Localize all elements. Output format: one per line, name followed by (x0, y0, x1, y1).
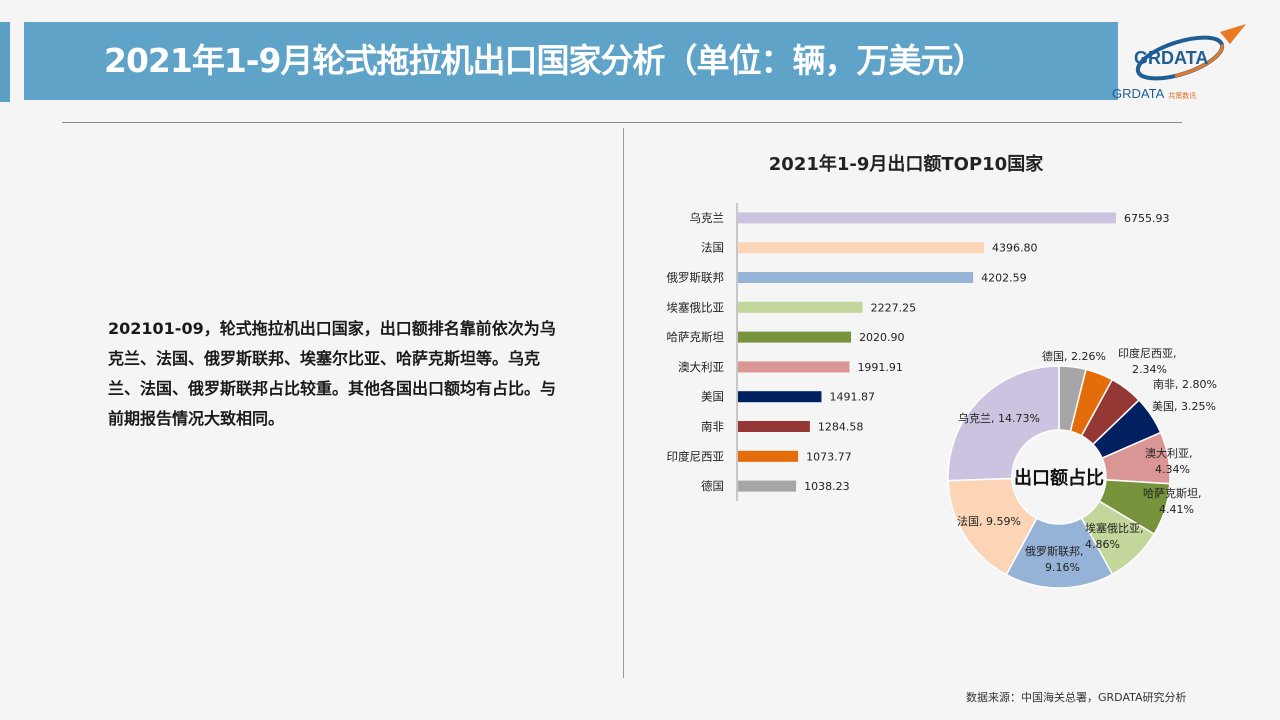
donut-data-label: 2.34% (1132, 363, 1167, 376)
bar-category-label: 哈萨克斯坦 (667, 330, 725, 344)
bar (738, 361, 850, 373)
bar (738, 301, 863, 313)
donut-slice (947, 477, 1038, 576)
donut-data-label: 法国, 9.59% (957, 514, 1021, 528)
bar-value-label: 2227.25 (871, 301, 917, 314)
bar (738, 421, 810, 432)
bar-category-label: 美国 (701, 390, 724, 404)
bar-category-label: 德国 (701, 479, 724, 493)
bar-category-label: 南非 (701, 420, 724, 434)
donut-data-label: 4.41% (1159, 503, 1194, 516)
logo-subtitle: 共策数讯 (1168, 93, 1197, 100)
left-accent-bar (0, 22, 10, 102)
summary-text: 202101-09，轮式拖拉机出口国家，出口额排名靠前依次为乌克兰、法国、俄罗斯… (108, 319, 557, 428)
bar-category-label: 法国 (701, 241, 724, 255)
column-divider (623, 128, 624, 678)
bar-chart-title: 2021年1-9月出口额TOP10国家 (768, 154, 1044, 175)
grdata-logo: GRDATA (1134, 24, 1246, 81)
bar (738, 212, 1116, 224)
bar-category-label: 埃塞俄比亚 (667, 300, 725, 314)
donut-data-label: 南非, 2.80% (1153, 378, 1217, 391)
donut-slice (947, 365, 1060, 482)
donut-data-label: 俄罗斯联邦, (1025, 545, 1084, 558)
data-source-note: 数据来源：中国海关总署，GRDATA研究分析 (966, 691, 1187, 704)
donut-data-label: 美国, 3.25% (1152, 400, 1216, 413)
logo-wordmark: GRDATA 共策数讯 (1112, 86, 1196, 101)
donut-data-label: 4.86% (1085, 538, 1120, 551)
bar (738, 480, 797, 492)
donut-data-label: 9.16% (1045, 561, 1080, 574)
page-title: 2021年1-9月轮式拖拉机出口国家分析（单位：辆，万美元） (104, 41, 985, 80)
bar-value-label: 1038.23 (804, 480, 850, 493)
bar (738, 450, 799, 462)
bar-value-label: 1491.87 (829, 391, 875, 404)
donut-data-label: 印度尼西亚, (1118, 346, 1177, 360)
donut-data-label: 4.34% (1155, 463, 1190, 476)
bar-value-label: 1284.58 (818, 421, 864, 434)
bar-value-label: 4396.80 (992, 242, 1037, 255)
bar (738, 272, 974, 283)
bar-value-label: 6755.93 (1124, 212, 1170, 225)
bar-value-label: 4202.59 (981, 272, 1026, 285)
donut-center-label: 出口额占比 (1014, 467, 1104, 489)
bar (738, 391, 822, 403)
bar-value-label: 1991.91 (857, 361, 903, 374)
donut-data-label: 澳大利亚, (1145, 446, 1193, 460)
donut-data-label: 哈萨克斯坦, (1143, 486, 1202, 500)
bar-category-label: 俄罗斯联邦 (667, 271, 725, 285)
donut-data-label: 德国, 2.26% (1042, 349, 1106, 363)
donut-data-label: 埃塞俄比亚, (1085, 521, 1144, 535)
bar-value-label: 1073.77 (806, 450, 852, 463)
bar (738, 242, 985, 254)
bar-category-label: 乌克兰 (690, 211, 725, 225)
logo-name: GRDATA (1112, 86, 1165, 101)
donut-data-label: 乌克兰, 14.73% (958, 411, 1040, 425)
bar-category-label: 澳大利亚 (678, 360, 724, 374)
bar (738, 331, 852, 343)
svg-text:GRDATA: GRDATA (1134, 48, 1208, 68)
bar-category-label: 印度尼西亚 (667, 449, 725, 463)
bar-value-label: 2020.90 (859, 331, 905, 344)
header-divider (62, 122, 1182, 123)
title-banner: 2021年1-9月轮式拖拉机出口国家分析（单位：辆，万美元） (24, 22, 1118, 100)
